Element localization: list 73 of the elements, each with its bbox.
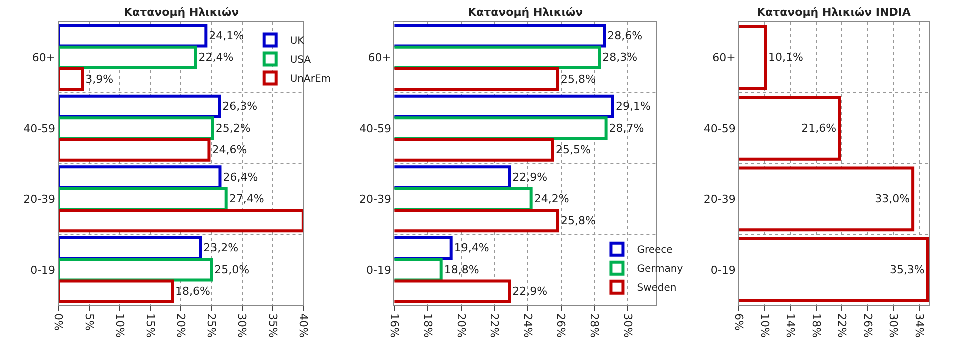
data-label: 22,9% <box>512 170 548 184</box>
data-label: 24,1% <box>209 29 244 42</box>
chart-title: Κατανομή Ηλικιών <box>124 6 240 19</box>
x-tick-label: 5% <box>82 313 96 331</box>
data-label: 26,3% <box>222 100 258 114</box>
legend-label: Sweden <box>637 283 677 294</box>
data-label: 10,1% <box>768 51 804 64</box>
y-tick-label: 60+ <box>712 52 736 65</box>
x-tick-label: 26% <box>554 313 568 338</box>
x-tick-label: 14% <box>784 313 798 338</box>
y-tick-label: 20-39 <box>24 193 56 206</box>
x-tick-label: 22% <box>836 313 849 338</box>
data-label: 28,3% <box>602 51 638 64</box>
data-label: 26,4% <box>223 170 258 184</box>
legend-label: Germany <box>637 264 684 276</box>
x-tick-label: 34% <box>912 313 926 338</box>
y-tick-label: 40-59 <box>24 122 56 136</box>
data-label: 25,0% <box>214 263 250 276</box>
y-tick-label: 0-19 <box>366 264 392 277</box>
data-label: 28,7% <box>609 122 644 135</box>
data-label: 22,9% <box>512 285 548 298</box>
y-tick-label: 0-19 <box>710 264 736 277</box>
data-label: 3,9% <box>86 72 114 86</box>
x-tick-label: 30% <box>887 313 900 338</box>
x-tick-label: 22% <box>488 313 502 338</box>
data-label: 25,8% <box>560 72 596 86</box>
x-tick-label: 0% <box>52 313 66 331</box>
x-tick-label: 18% <box>421 313 434 338</box>
data-label: 25,5% <box>556 144 591 157</box>
data-label: 33,0% <box>875 192 910 206</box>
x-tick-label: 24% <box>521 313 534 338</box>
y-tick-label: 40-59 <box>360 122 392 136</box>
y-tick-label: 40-59 <box>704 122 736 136</box>
y-tick-label: 0-19 <box>30 264 56 277</box>
x-tick-label: 20% <box>174 313 188 338</box>
data-label: 29,1% <box>616 100 651 114</box>
x-tick-label: 26% <box>861 313 874 338</box>
x-tick-label: 20% <box>454 313 468 338</box>
x-tick-label: 16% <box>388 313 402 338</box>
data-label: 23,2% <box>204 242 239 255</box>
legend-label: Greece <box>637 245 673 256</box>
data-label: 24,6% <box>212 144 248 157</box>
y-tick-label: 20-39 <box>360 193 392 206</box>
data-label: 18,6% <box>176 285 210 298</box>
y-tick-label: 60+ <box>32 52 56 65</box>
y-tick-label: 60+ <box>368 52 392 65</box>
data-label: 27,4% <box>229 192 264 206</box>
x-tick-label: 25% <box>205 313 218 338</box>
x-tick-label: 40% <box>296 313 310 338</box>
data-label: 19,4% <box>454 242 490 255</box>
data-label: 24,2% <box>534 192 570 206</box>
y-tick-label: 20-39 <box>704 193 736 206</box>
x-tick-label: 28% <box>588 313 602 338</box>
x-tick-label: 10% <box>113 313 126 338</box>
x-tick-label: 6% <box>732 313 746 331</box>
x-tick-label: 35% <box>266 313 280 338</box>
x-tick-label: 30% <box>236 313 249 338</box>
data-label: 25,8% <box>560 214 596 228</box>
chart-title: Κατανομή Ηλικιών INDIA <box>757 6 912 19</box>
data-label: 21,6% <box>802 122 837 135</box>
legend-label: USA <box>290 55 312 66</box>
data-label: 35,3% <box>890 263 925 276</box>
chart-title: Κατανομή Ηλικιών <box>468 6 584 19</box>
x-tick-label: 30% <box>621 313 634 338</box>
x-tick-label: 15% <box>144 313 157 338</box>
legend-label: UK <box>290 36 305 48</box>
data-label: 22,4% <box>198 51 234 64</box>
x-tick-label: 10% <box>758 313 772 338</box>
data-label: 25,2% <box>216 122 251 135</box>
data-label: 18,8% <box>444 263 480 276</box>
x-tick-label: 18% <box>810 313 823 338</box>
legend-label: UnArEm <box>290 74 332 86</box>
data-label: 28,6% <box>608 29 643 42</box>
